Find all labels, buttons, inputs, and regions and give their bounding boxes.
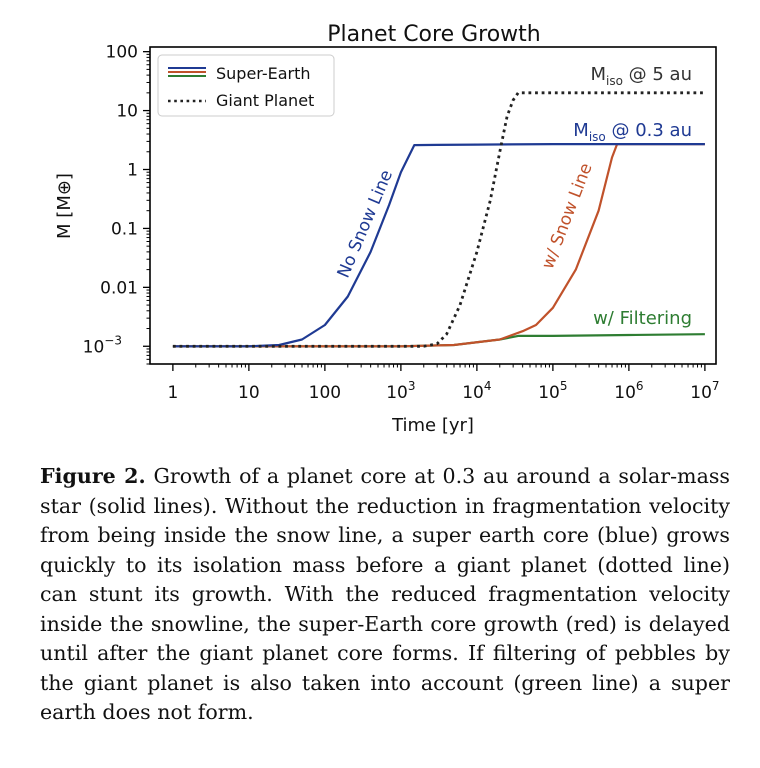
y-tick-label: 1 [127,161,138,181]
y-tick-label: 0.1 [111,219,138,239]
x-tick-label: 10 [238,383,260,403]
x-tick-label: 103 [386,379,415,403]
legend: Super-Earth Giant Planet [157,54,335,117]
legend-label-super-earth: Super-Earth [216,64,311,83]
y-tick-label: 0.01 [100,278,138,298]
x-tick-label: 104 [462,379,491,403]
x-tick-label: 105 [538,379,567,403]
plot-lines [172,91,705,348]
legend-box [157,54,335,117]
chart-title: Planet Core Growth [327,22,541,47]
x-tick-label: 1 [167,383,178,403]
axis-ticks: 1 10 100 103 104 105 106 107 10−3 0.01 0.1 1 10 100 [83,43,720,403]
x-axis-label: Time [yr] [391,415,474,436]
y-tick-label: 10 [116,102,138,122]
series-line-no-snow-line [172,143,705,348]
annotation-miso5: Miso @ 5 au [590,64,692,88]
series-line-giant-planet [172,91,705,348]
y-tick-label: 10−3 [83,333,122,357]
plot-frame [149,46,717,365]
caption-label: Figure 2. [40,464,146,488]
annotation-filter: w/ Filtering [593,308,692,329]
legend-label-giant-planet: Giant Planet [216,91,314,110]
x-tick-label: 106 [614,379,643,403]
annotation-w-snow: w/ Snow Line [538,160,597,271]
core-growth-chart: Planet Core Growth 1 10 100 103 104 105 106 107… [54,22,720,436]
y-axis-label: M [M⊕] [54,173,75,239]
x-tick-label: 100 [309,383,341,403]
figure-caption: Figure 2. Growth of a planet core at 0.3… [40,462,730,728]
caption-text: Growth of a planet core at 0.3 au around… [40,464,730,724]
series-line-w-snow-line [172,143,705,348]
y-tick-label: 100 [106,43,138,63]
annotation-miso03: Miso @ 0.3 au [573,120,692,144]
x-tick-label: 107 [690,379,719,403]
